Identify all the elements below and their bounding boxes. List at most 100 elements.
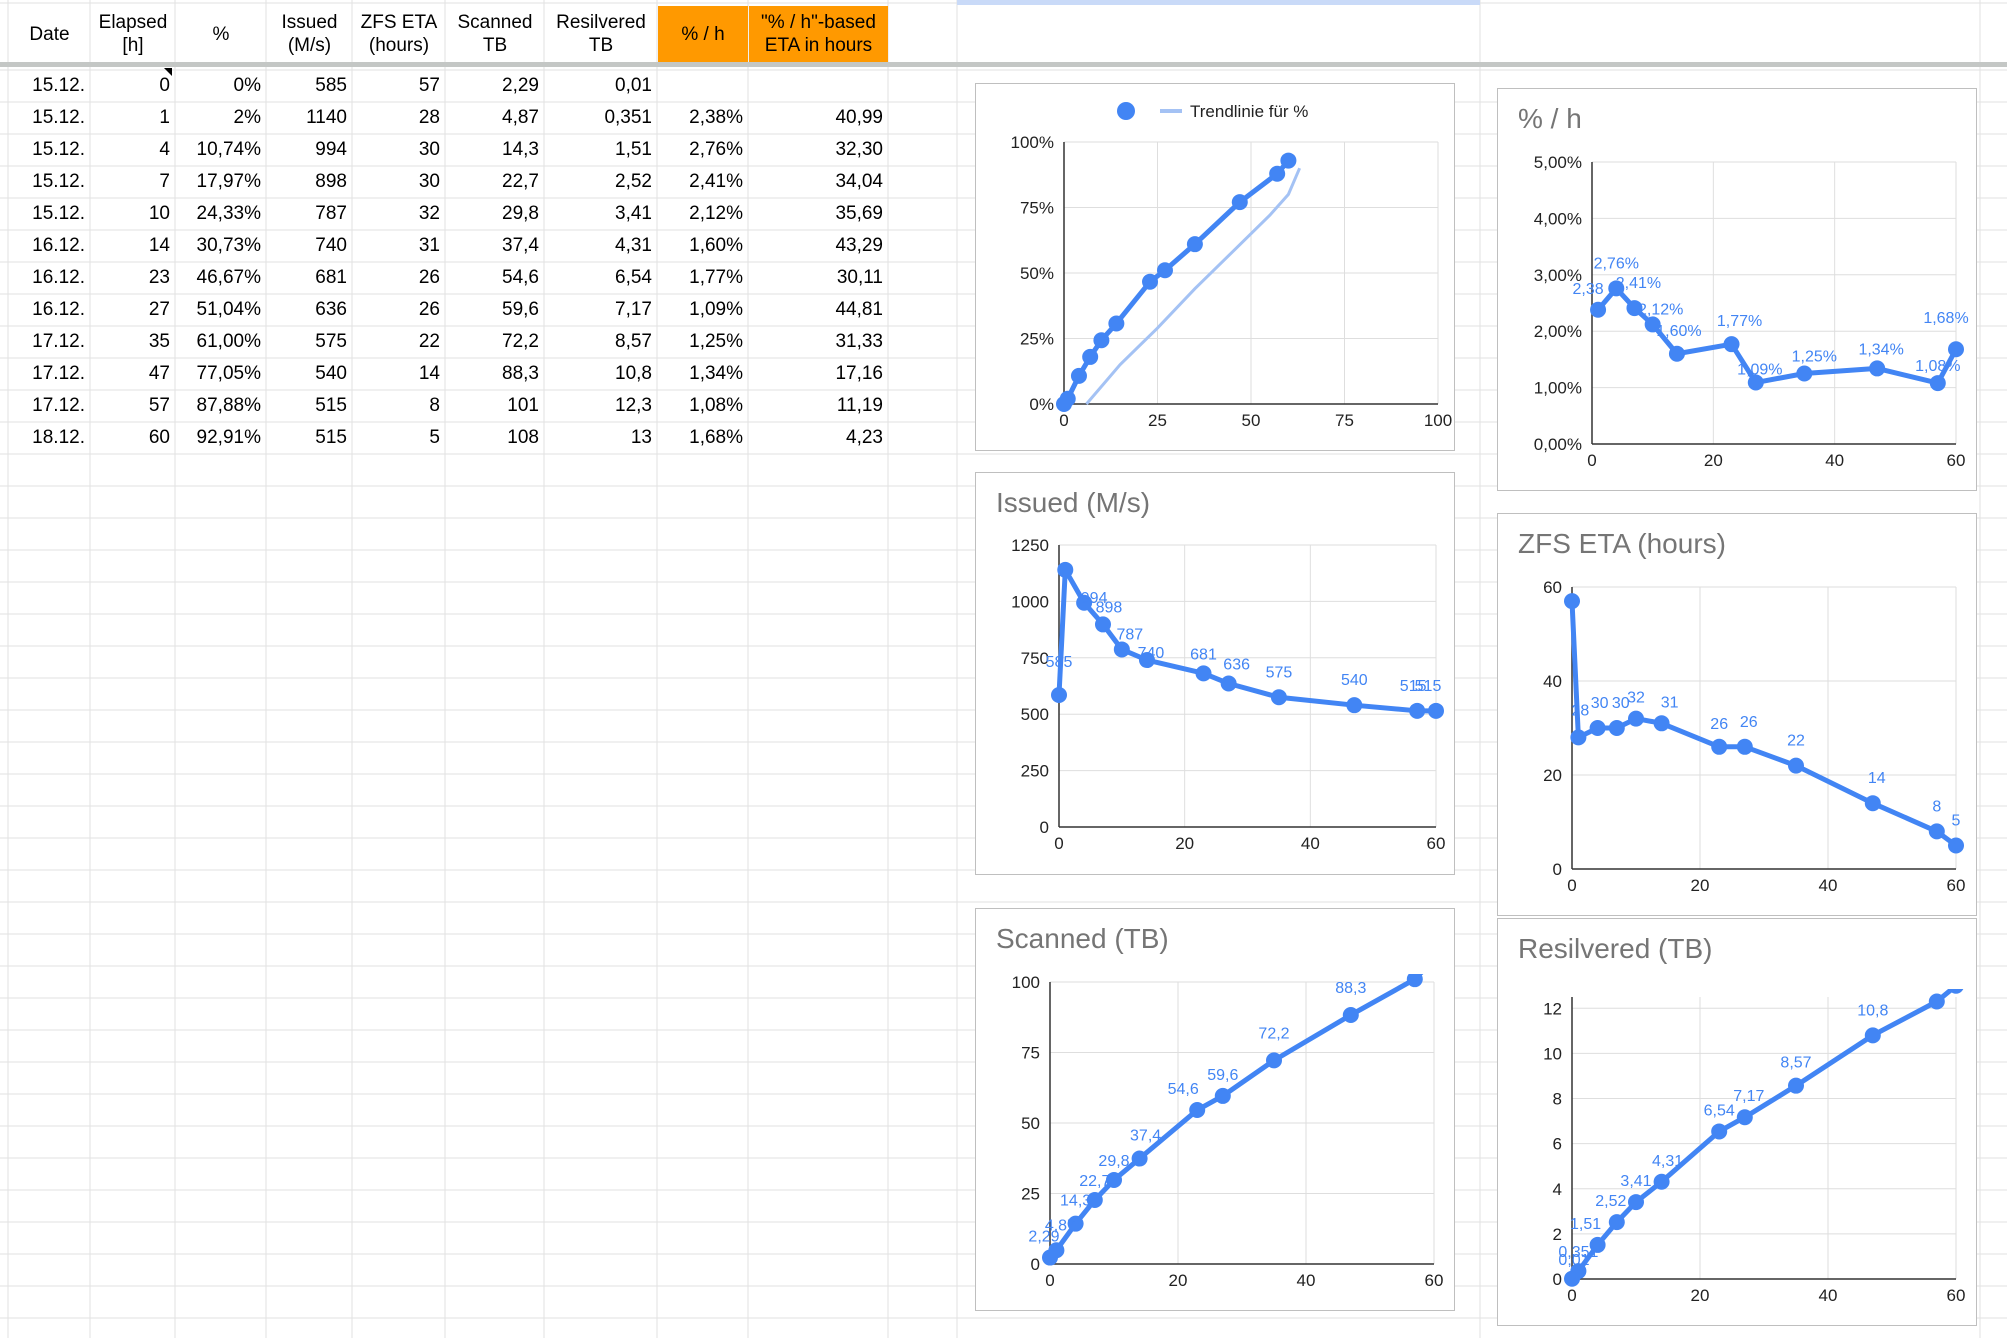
- cell[interactable]: 31,33: [835, 331, 883, 352]
- cell[interactable]: 1,34%: [689, 363, 743, 384]
- cell[interactable]: 14,3: [502, 139, 539, 160]
- chart-percent[interactable]: 0% 25% 50% 75% 100% 0 25 50 75 100 Trendlinie für …: [975, 83, 1455, 451]
- column-header-3[interactable]: Issued (M/s): [281, 12, 338, 56]
- cell[interactable]: 636: [315, 299, 347, 320]
- column-header-1[interactable]: Elapsed [h]: [98, 12, 168, 56]
- cell[interactable]: 15.12.: [32, 171, 85, 192]
- cell[interactable]: 12,3: [615, 395, 652, 416]
- cell[interactable]: 46,67%: [196, 267, 261, 288]
- column-header-5[interactable]: Scanned TB: [457, 12, 533, 56]
- cell[interactable]: 35: [148, 331, 170, 352]
- cell[interactable]: 30,11: [836, 267, 883, 288]
- cell[interactable]: 47: [148, 363, 170, 384]
- column-header-4[interactable]: ZFS ETA (hours): [360, 12, 438, 56]
- cell[interactable]: 540: [315, 363, 347, 384]
- chart-percent-per-hour[interactable]: % / h 0,00% 1,00% 2,00% 3,00% 4,00% 5,00% 0 20 4…: [1497, 88, 1977, 491]
- cell[interactable]: 57: [418, 75, 440, 96]
- cell[interactable]: 92,91%: [196, 427, 261, 448]
- cell[interactable]: 1: [159, 107, 170, 128]
- cell[interactable]: 18.12.: [32, 427, 85, 448]
- cell[interactable]: 17.12.: [32, 331, 85, 352]
- cell[interactable]: 1,77%: [689, 267, 743, 288]
- cell[interactable]: 15.12.: [32, 107, 85, 128]
- cell[interactable]: 72,2: [502, 331, 539, 352]
- column-header-6[interactable]: Resilvered TB: [556, 12, 646, 56]
- cell[interactable]: 88,3: [502, 363, 539, 384]
- cell[interactable]: 2,76%: [689, 139, 743, 160]
- cell[interactable]: 23: [148, 267, 170, 288]
- cell[interactable]: 40,99: [835, 107, 883, 128]
- cell[interactable]: 87,88%: [196, 395, 261, 416]
- cell[interactable]: 14: [418, 363, 440, 384]
- cell[interactable]: 22,7: [502, 171, 539, 192]
- cell[interactable]: 2%: [233, 107, 261, 128]
- cell[interactable]: 16.12.: [32, 267, 85, 288]
- cell[interactable]: 37,4: [502, 235, 539, 256]
- chart-issued[interactable]: Issued (M/s) 0 250 500 750 1000 1250 0 20 40 60 58…: [975, 472, 1455, 875]
- cell[interactable]: 2,38%: [689, 107, 743, 128]
- cell[interactable]: 2,29: [502, 75, 539, 96]
- column-header-0[interactable]: Date: [29, 23, 70, 45]
- cell[interactable]: 30,73%: [196, 235, 261, 256]
- cell[interactable]: 51,04%: [196, 299, 261, 320]
- cell[interactable]: 16.12.: [32, 299, 85, 320]
- cell[interactable]: 17.12.: [32, 363, 85, 384]
- chart-scanned[interactable]: Scanned (TB) 0 25 50 75 100 0 20 40 60 2,29 4,87 14…: [975, 908, 1455, 1311]
- cell[interactable]: 60: [148, 427, 170, 448]
- frozen-row-divider[interactable]: [0, 62, 2007, 67]
- cell[interactable]: 1,08%: [689, 395, 743, 416]
- cell[interactable]: 994: [315, 139, 347, 160]
- cell[interactable]: 575: [315, 331, 347, 352]
- cell[interactable]: 24,33%: [196, 203, 261, 224]
- cell[interactable]: 4,87: [502, 107, 539, 128]
- column-header-8[interactable]: "% / h"-based ETA in hours: [749, 6, 888, 62]
- cell[interactable]: 44,81: [835, 299, 883, 320]
- cell[interactable]: 585: [315, 75, 347, 96]
- cell[interactable]: 15.12.: [32, 139, 85, 160]
- cell[interactable]: [748, 70, 888, 102]
- cell[interactable]: 0: [159, 75, 170, 96]
- cell[interactable]: 17,97%: [196, 171, 261, 192]
- cell[interactable]: 8: [429, 395, 440, 416]
- cell[interactable]: 515: [315, 427, 347, 448]
- cell[interactable]: 10,8: [615, 363, 652, 384]
- cell[interactable]: 28: [418, 107, 440, 128]
- cell[interactable]: 0,351: [604, 107, 652, 128]
- cell[interactable]: 34,04: [835, 171, 883, 192]
- cell[interactable]: 740: [315, 235, 347, 256]
- cell[interactable]: 1,51: [615, 139, 652, 160]
- cell[interactable]: 30: [418, 171, 440, 192]
- cell[interactable]: 1,60%: [689, 235, 743, 256]
- cell[interactable]: 43,29: [835, 235, 883, 256]
- cell[interactable]: 32: [418, 203, 440, 224]
- cell[interactable]: 14: [148, 235, 170, 256]
- cell[interactable]: 7: [159, 171, 170, 192]
- cell[interactable]: 4: [159, 139, 170, 160]
- column-header-7[interactable]: % / h: [658, 6, 748, 62]
- cell[interactable]: 2,41%: [689, 171, 743, 192]
- cell[interactable]: 10,74%: [196, 139, 261, 160]
- cell[interactable]: 26: [418, 299, 440, 320]
- cell[interactable]: [657, 70, 748, 102]
- cell[interactable]: 787: [315, 203, 347, 224]
- comment-indicator-icon[interactable]: [164, 68, 172, 76]
- cell[interactable]: 15.12.: [32, 75, 85, 96]
- cell[interactable]: 32,30: [835, 139, 883, 160]
- column-header-2[interactable]: %: [212, 23, 230, 45]
- cell[interactable]: 0,01: [615, 75, 652, 96]
- cell[interactable]: 1,25%: [689, 331, 743, 352]
- cell[interactable]: 31: [418, 235, 440, 256]
- cell[interactable]: 1,09%: [689, 299, 743, 320]
- cell[interactable]: 7,17: [615, 299, 652, 320]
- cell[interactable]: 6,54: [615, 267, 652, 288]
- chart-zfs-eta[interactable]: ZFS ETA (hours) 0 20 40 60 0 20 40 60 28 30 30 32 31…: [1497, 513, 1977, 916]
- cell[interactable]: 54,6: [502, 267, 539, 288]
- cell[interactable]: 77,05%: [196, 363, 261, 384]
- cell[interactable]: 13: [630, 427, 652, 448]
- cell[interactable]: 515: [315, 395, 347, 416]
- cell[interactable]: 17.12.: [32, 395, 85, 416]
- cell[interactable]: 0%: [233, 75, 261, 96]
- cell[interactable]: 4,23: [846, 427, 883, 448]
- chart-resilvered[interactable]: Resilvered (TB) 0 2 4 6 8 10 12 0 20 40 60 0,01 0,35…: [1497, 918, 1977, 1326]
- cell[interactable]: 29,8: [502, 203, 539, 224]
